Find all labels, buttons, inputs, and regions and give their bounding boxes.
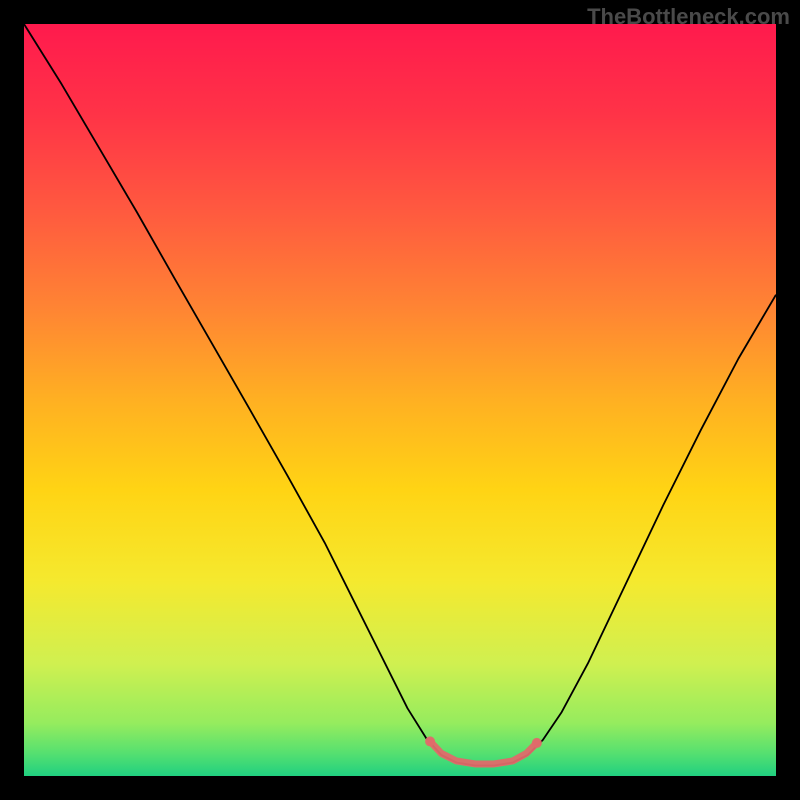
chart-container: TheBottleneck.com — [0, 0, 800, 800]
highlight-end-dot — [532, 738, 542, 748]
highlight-start-dot — [425, 736, 435, 746]
gradient-background — [24, 24, 776, 776]
watermark-text: TheBottleneck.com — [587, 4, 790, 30]
bottleneck-curve-chart — [24, 24, 776, 776]
